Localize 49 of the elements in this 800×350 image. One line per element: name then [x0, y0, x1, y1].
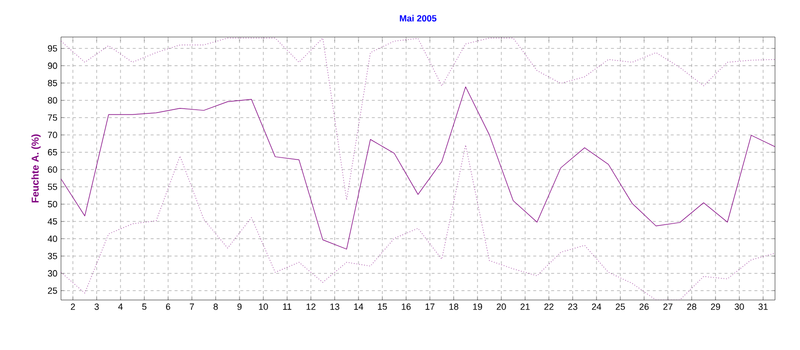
- y-tick-label: 95: [48, 45, 58, 52]
- y-tick-label: 70: [48, 132, 58, 138]
- x-tick-label: 26: [640, 304, 649, 310]
- x-tick-label: 15: [378, 304, 387, 310]
- y-tick-label: 60: [48, 166, 58, 173]
- x-tick-label: 22: [544, 304, 554, 310]
- x-tick-label: 11: [283, 304, 292, 310]
- x-tick-label: 28: [687, 304, 696, 310]
- x-tick-label: 16: [402, 304, 411, 310]
- y-tick-label: 85: [48, 80, 58, 86]
- x-tick-label: 31: [758, 304, 768, 310]
- y-tick-label: 35: [48, 252, 58, 260]
- x-tick-label: 27: [663, 304, 672, 310]
- x-tick-label: 24: [592, 304, 602, 310]
- x-tick-label: 30: [734, 304, 744, 310]
- x-tick-label: 8: [214, 304, 218, 310]
- x-tick-label: 14: [354, 304, 364, 310]
- x-tick-label: 4: [118, 304, 123, 310]
- x-tick-label: 3: [94, 304, 99, 310]
- y-tick-label: 80: [48, 97, 58, 104]
- x-tick-label: 25: [616, 304, 625, 310]
- x-tick-label: 7: [190, 304, 194, 310]
- chart-title: Mai 2005: [400, 14, 436, 22]
- y-tick-label: 65: [48, 149, 58, 156]
- x-tick-label: 9: [237, 304, 242, 310]
- y-tick-label: 30: [48, 270, 58, 277]
- x-tick-label: 2: [70, 304, 75, 310]
- line-series: [61, 144, 776, 300]
- x-tick-label: 19: [473, 304, 482, 310]
- line-series: [61, 86, 776, 250]
- y-tick-label: 55: [48, 184, 58, 190]
- x-tick-label: 18: [449, 304, 458, 310]
- y-tick-label: 90: [48, 62, 58, 69]
- x-tick-label: 6: [166, 304, 170, 310]
- y-tick-label: 45: [48, 218, 58, 225]
- y-tick-label: 50: [48, 200, 58, 208]
- x-tick-label: 20: [496, 304, 506, 310]
- x-tick-label: 10: [259, 304, 268, 310]
- x-tick-label: 21: [520, 304, 530, 310]
- y-tick-label: 25: [48, 287, 58, 294]
- y-tick-label: 75: [48, 114, 58, 121]
- x-tick-label: 17: [426, 304, 434, 310]
- y-axis-title: Feuchte A. (%): [31, 134, 41, 202]
- x-tick-label: 29: [710, 304, 720, 310]
- x-tick-label: 13: [330, 304, 340, 310]
- x-tick-label: 5: [142, 304, 146, 310]
- x-tick-label: 23: [568, 304, 578, 310]
- x-tick-label: 12: [306, 304, 316, 310]
- y-tick-label: 40: [48, 236, 58, 242]
